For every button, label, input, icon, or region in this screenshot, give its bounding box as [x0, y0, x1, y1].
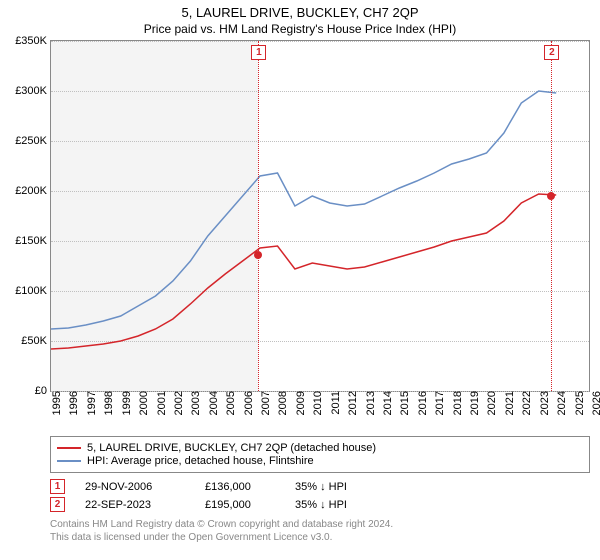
event-delta: 35% ↓ HPI	[295, 499, 347, 511]
x-axis-label: 2004	[208, 391, 220, 425]
footer-line-2: This data is licensed under the Open Gov…	[50, 531, 590, 544]
x-axis-label: 2018	[452, 391, 464, 425]
page-title: 5, LAUREL DRIVE, BUCKLEY, CH7 2QP	[0, 0, 600, 22]
x-axis-label: 2012	[347, 391, 359, 425]
sale-marker-line	[551, 41, 552, 391]
x-axis-label: 2016	[417, 391, 429, 425]
x-axis-label: 2019	[469, 391, 481, 425]
swatch-paid	[57, 447, 81, 449]
x-axis-label: 1998	[103, 391, 115, 425]
event-marker-icon: 2	[50, 497, 65, 512]
x-axis-label: 2008	[277, 391, 289, 425]
sale-marker-badge: 1	[251, 45, 266, 60]
x-axis-label: 2010	[312, 391, 324, 425]
x-axis-label: 2000	[138, 391, 150, 425]
y-axis-label: £250K	[5, 135, 47, 147]
line-series-paid	[51, 194, 556, 349]
x-axis-label: 2020	[486, 391, 498, 425]
x-axis-label: 2006	[243, 391, 255, 425]
footer-line-1: Contains HM Land Registry data © Crown c…	[50, 518, 590, 531]
x-axis-label: 2026	[591, 391, 600, 425]
x-axis-label: 2003	[190, 391, 202, 425]
x-axis-label: 2015	[399, 391, 411, 425]
x-axis-label: 2014	[382, 391, 394, 425]
sale-marker-dot	[547, 192, 555, 200]
y-axis-label: £100K	[5, 285, 47, 297]
x-axis-label: 2025	[574, 391, 586, 425]
sale-marker-badge: 2	[544, 45, 559, 60]
event-marker-icon: 1	[50, 479, 65, 494]
x-axis-label: 2011	[330, 391, 342, 425]
event-date: 22-SEP-2023	[85, 499, 185, 511]
x-axis-label: 2005	[225, 391, 237, 425]
x-axis-label: 2013	[365, 391, 377, 425]
x-axis-label: 2021	[504, 391, 516, 425]
y-axis-label: £50K	[5, 335, 47, 347]
x-axis-label: 2007	[260, 391, 272, 425]
x-axis-label: 2022	[521, 391, 533, 425]
legend-label-paid: 5, LAUREL DRIVE, BUCKLEY, CH7 2QP (detac…	[87, 442, 376, 454]
event-price: £195,000	[205, 499, 275, 511]
x-axis-label: 1996	[68, 391, 80, 425]
legend-row-hpi: HPI: Average price, detached house, Flin…	[57, 455, 583, 467]
y-axis-label: £300K	[5, 85, 47, 97]
x-axis-label: 2002	[173, 391, 185, 425]
x-axis-label: 2009	[295, 391, 307, 425]
x-axis-label: 2017	[434, 391, 446, 425]
event-delta: 35% ↓ HPI	[295, 481, 347, 493]
x-axis-label: 2023	[539, 391, 551, 425]
legend-box: 5, LAUREL DRIVE, BUCKLEY, CH7 2QP (detac…	[50, 436, 590, 473]
price-chart: £0£50K£100K£150K£200K£250K£300K£350K1995…	[50, 40, 590, 392]
y-axis-label: £150K	[5, 235, 47, 247]
x-axis-label: 1997	[86, 391, 98, 425]
event-date: 29-NOV-2006	[85, 481, 185, 493]
event-price: £136,000	[205, 481, 275, 493]
x-axis-label: 1995	[51, 391, 63, 425]
line-series-hpi	[51, 91, 556, 329]
page-subtitle: Price paid vs. HM Land Registry's House …	[0, 22, 600, 36]
x-axis-label: 1999	[121, 391, 133, 425]
y-axis-label: £200K	[5, 185, 47, 197]
y-axis-label: £0	[5, 385, 47, 397]
sale-marker-dot	[254, 251, 262, 259]
legend-row-paid: 5, LAUREL DRIVE, BUCKLEY, CH7 2QP (detac…	[57, 442, 583, 454]
event-row: 1 29-NOV-2006 £136,000 35% ↓ HPI	[50, 479, 590, 494]
legend-label-hpi: HPI: Average price, detached house, Flin…	[87, 455, 314, 467]
x-axis-label: 2001	[156, 391, 168, 425]
y-axis-label: £350K	[5, 35, 47, 47]
sale-marker-line	[258, 41, 259, 391]
attribution-footer: Contains HM Land Registry data © Crown c…	[50, 518, 590, 544]
swatch-hpi	[57, 460, 81, 462]
x-axis-label: 2024	[556, 391, 568, 425]
events-table: 1 29-NOV-2006 £136,000 35% ↓ HPI 2 22-SEP-202…	[50, 479, 590, 512]
event-row: 2 22-SEP-2023 £195,000 35% ↓ HPI	[50, 497, 590, 512]
